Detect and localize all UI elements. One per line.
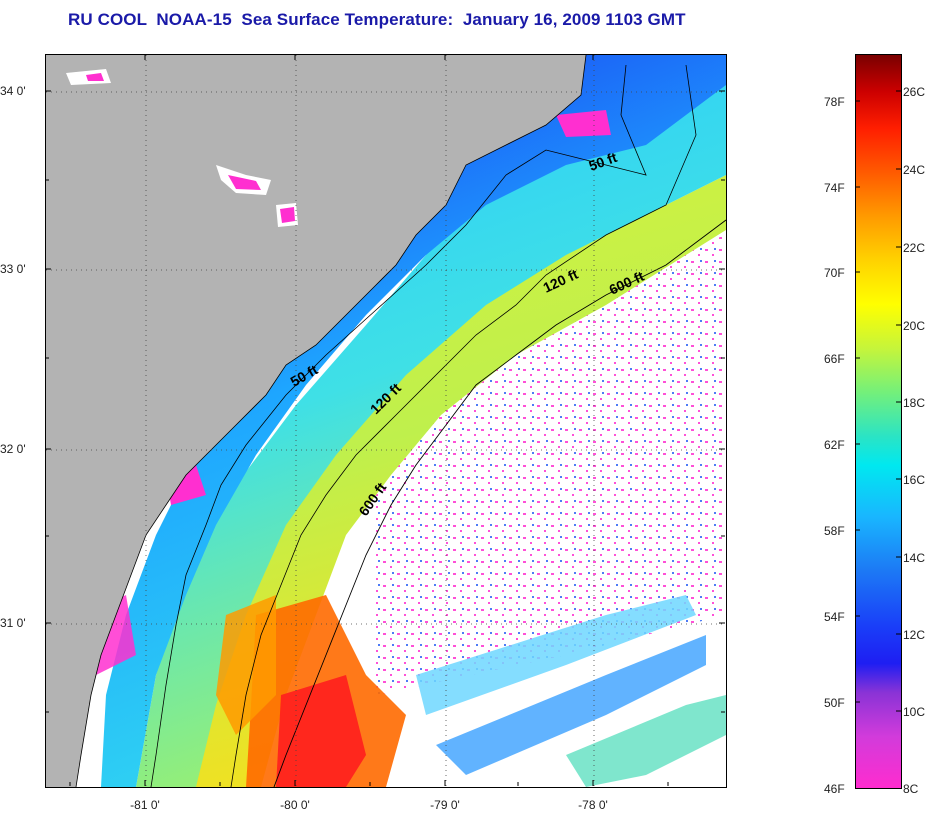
longitude-label: -80 0' xyxy=(280,798,310,812)
offshore-streak-2 xyxy=(436,635,706,775)
colorbar-celsius-label: 20C xyxy=(903,319,926,333)
colorbar-fahrenheit-label: 46F xyxy=(824,782,845,796)
latitude-label: 31 0' xyxy=(0,616,26,630)
colorbar-fahrenheit-label: 62F xyxy=(824,438,845,452)
colorbar-fahrenheit-label: 54F xyxy=(824,610,845,624)
isobath-600ft xyxy=(273,219,726,787)
colorbar-celsius-label: 24C xyxy=(903,163,926,177)
colorbar-celsius-label: 18C xyxy=(903,396,926,410)
colorbar-fahrenheit-label: 78F xyxy=(824,95,845,109)
inland-patch xyxy=(280,207,295,223)
colorbar-celsius-label: 16C xyxy=(903,473,926,487)
offshore-streak-3 xyxy=(566,695,726,787)
inland-patch xyxy=(228,175,261,190)
land-mass xyxy=(46,55,586,787)
isobath-120ft xyxy=(230,64,697,787)
isobath-50ft xyxy=(150,64,647,787)
mid-shelf-water xyxy=(136,75,726,787)
latitude-label: 32 0' xyxy=(0,442,26,456)
colorbar-fahrenheit-label: 58F xyxy=(824,524,845,538)
nearshore-cold-patch xyxy=(556,110,611,137)
coastline xyxy=(75,55,587,787)
colorbar-fahrenheit-label: 50F xyxy=(824,696,845,710)
colorbar-celsius-label: 8C xyxy=(903,782,919,796)
gulf-stream-core xyxy=(276,675,366,787)
longitude-label: -79 0' xyxy=(430,798,460,812)
map-title: RU COOL NOAA-15 Sea Surface Temperature:… xyxy=(68,10,686,29)
colorbar-fahrenheit-label: 74F xyxy=(824,181,845,195)
sst-map[interactable]: 50 ft 120 ft 600 ft 50 ft 120 ft 600 ft xyxy=(45,54,727,788)
colorbar-celsius-label: 10C xyxy=(903,705,926,719)
colorbar-celsius-label: 14C xyxy=(903,551,926,565)
inland-patch xyxy=(86,73,104,81)
longitude-label: -81 0' xyxy=(130,798,160,812)
colorbar-celsius-label: 22C xyxy=(903,241,926,255)
colorbar-celsius-label: 12C xyxy=(903,628,926,642)
sst-map-canvas: 50 ft 120 ft 600 ft 50 ft 120 ft 600 ft xyxy=(46,55,726,787)
latitude-label: 33 0' xyxy=(0,262,26,276)
longitude-label: -78 0' xyxy=(578,798,608,812)
colorbar-fahrenheit-label: 70F xyxy=(824,266,845,280)
gulf-stream-edge xyxy=(216,595,276,735)
colorbar-celsius-label: 26C xyxy=(903,85,926,99)
offshore-streak-1 xyxy=(416,595,696,715)
latitude-label: 34 0' xyxy=(0,84,26,98)
temperature-colorbar xyxy=(855,54,902,789)
graticule xyxy=(46,55,726,787)
colorbar-fahrenheit-label: 66F xyxy=(824,352,845,366)
